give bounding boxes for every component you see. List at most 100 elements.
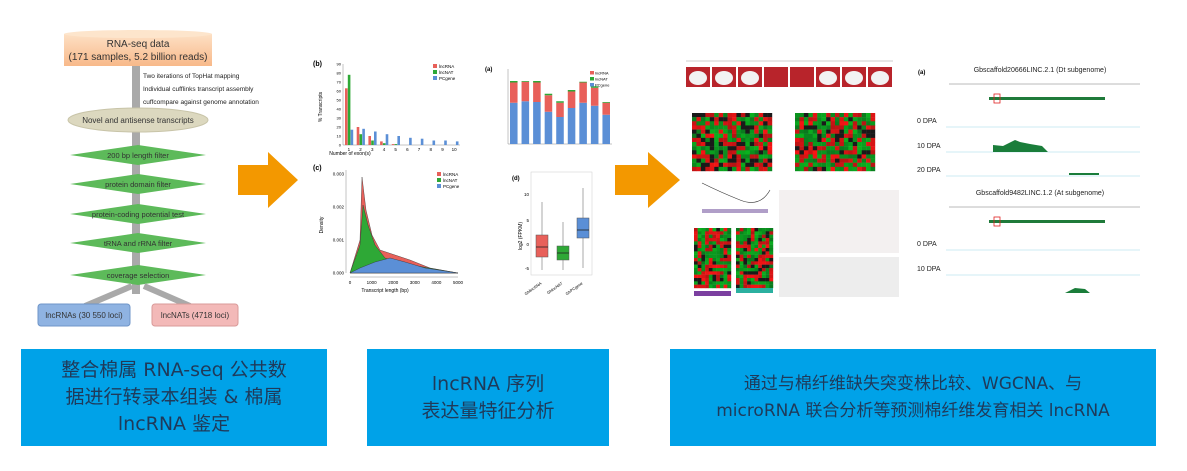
stage-label: 0 DPA [917, 241, 937, 248]
heatmap-cell [705, 166, 710, 172]
heatmap-cell [732, 121, 737, 126]
y-axis-label: log2 (FPKM) [518, 222, 524, 250]
heatmap-cell [848, 113, 853, 118]
heatmap-cell [745, 142, 750, 147]
heatmap-cell [857, 133, 862, 139]
heatmap-cell [740, 162, 746, 168]
heatmap-cell [697, 264, 702, 269]
heatmap-cell [727, 251, 732, 255]
x-tick-label: 2000 [388, 280, 399, 285]
x-tick-label: 10 [452, 147, 458, 152]
heatmap-cell [758, 125, 764, 130]
heatmap-cell [795, 158, 800, 163]
x-tick-label: 2 [359, 147, 362, 152]
heatmap-cell [696, 129, 702, 134]
heatmap-cell [769, 264, 774, 269]
heatmap-cell [821, 142, 827, 147]
heatmap-cell [718, 129, 724, 134]
heatmap-cell [719, 251, 724, 255]
heatmap-cell [861, 150, 867, 155]
heatmap-cell [843, 146, 849, 151]
heatmap-cell [839, 133, 845, 139]
heatmap-cell [705, 133, 710, 139]
heatmap-cell [701, 264, 706, 269]
heatmap-cell [826, 154, 831, 159]
legend-swatch [433, 76, 437, 80]
heatmap-cell [843, 162, 849, 168]
heatmap-cell [705, 284, 709, 289]
heatmap-cell [852, 146, 858, 151]
heatmap-cell [799, 146, 805, 151]
step-annotation: cuffcompare against genome annotation [143, 99, 259, 106]
heatmap-cell [765, 251, 770, 255]
heatmap-cell [739, 244, 744, 249]
heatmap-cell [708, 261, 713, 265]
heatmap-cell [740, 121, 746, 126]
heatmap-cell [727, 162, 733, 168]
heatmap-cell [697, 228, 702, 232]
heatmap-cell [765, 268, 770, 272]
heatmap-cell [723, 234, 728, 239]
heatmap-cell [723, 264, 728, 269]
heatmap-cell [714, 129, 719, 134]
heatmap-cell [740, 133, 746, 139]
coverage-area [1069, 173, 1099, 175]
heatmap-cell [843, 133, 849, 139]
bar-lncNAT [382, 143, 386, 145]
box-line: 整合棉属 RNA-seq 公共数 [61, 359, 287, 381]
heatmap-cell [727, 241, 732, 245]
fiber-tuft [845, 71, 863, 85]
heatmap-cell [716, 268, 721, 272]
heatmap-cell [852, 133, 858, 139]
heatmap-cell [830, 117, 836, 122]
heatmap-cell [714, 125, 719, 130]
heatmap-cell [736, 231, 740, 235]
heatmap-cell [745, 125, 750, 130]
heatmap-cell [714, 117, 719, 122]
heatmap-cell [696, 142, 702, 147]
heatmap-cell [701, 281, 706, 285]
heatmap-cell [705, 254, 709, 259]
heatmap-cell [835, 150, 840, 155]
heatmap-cell [761, 278, 766, 282]
heatmap-cell [705, 234, 709, 239]
heatmap-cell [754, 268, 759, 272]
heatmap-cell [763, 113, 768, 118]
heatmap-cell [835, 146, 840, 151]
heatmap-cell [736, 264, 740, 269]
heatmap-cell [694, 258, 698, 262]
heatmap-cell [736, 281, 740, 285]
heatmap-cell [736, 150, 742, 155]
heatmap-cell [812, 142, 818, 147]
heatmap-cell [843, 117, 849, 122]
bar-lncRNA [345, 88, 348, 145]
legend-swatch [437, 184, 441, 188]
step3-box: 通过与棉纤维缺失突变株比较、WGCNA、与 microRNA 联合分析等预测棉纤维… [670, 349, 1156, 446]
heatmap-cell [747, 234, 751, 239]
heatmap-cell [763, 142, 768, 147]
heatmap-cell [763, 154, 768, 159]
heatmap-cell [697, 231, 702, 235]
bar-PCgene [432, 140, 436, 145]
heatmap-cell [826, 142, 831, 147]
heatmap-cell [747, 258, 751, 262]
heatmap-cell [696, 113, 702, 118]
bar-lncRNA [510, 82, 518, 103]
legend-swatch [590, 77, 594, 81]
heatmap-cell [839, 121, 845, 126]
heatmap-cell [719, 234, 724, 239]
heatmap-cell [714, 121, 719, 126]
heatmap-cell [727, 231, 732, 235]
heatmap-cell [758, 274, 763, 279]
heatmap-cell [857, 142, 862, 147]
heatmap-cell [817, 137, 822, 143]
heatmap-cell [701, 258, 706, 262]
heatmap-cell [701, 241, 706, 245]
heatmap-cell [821, 166, 827, 172]
heatmap-cell [758, 264, 763, 269]
heatmap-cell [705, 121, 710, 126]
heatmap-cell [848, 121, 853, 126]
heatmap-cell [803, 162, 809, 168]
heatmap-cell [739, 254, 744, 259]
heatmap-cell [705, 278, 709, 282]
